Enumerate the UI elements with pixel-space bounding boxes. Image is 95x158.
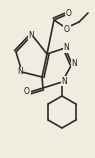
Text: N: N [61, 76, 67, 85]
Text: N: N [17, 67, 23, 76]
Text: O: O [24, 88, 30, 97]
Text: N: N [71, 60, 77, 69]
Text: O: O [66, 9, 72, 18]
Text: O: O [64, 24, 70, 33]
Text: N: N [63, 43, 69, 52]
Text: N: N [28, 30, 34, 40]
